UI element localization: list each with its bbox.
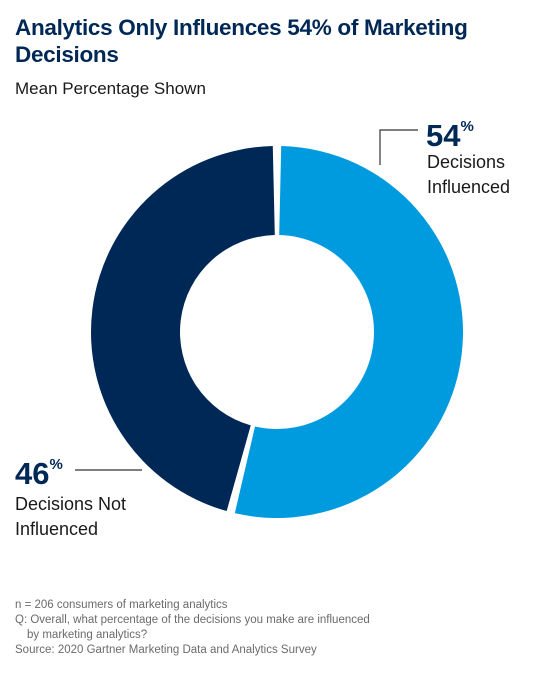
chart-subtitle: Mean Percentage Shown xyxy=(15,79,206,98)
donut-slice-not-influenced xyxy=(91,146,275,512)
leader-line-influenced xyxy=(379,129,418,165)
value-label-influenced: 54% xyxy=(426,118,474,153)
question-note-continued: by marketing analytics? xyxy=(27,629,148,641)
slice-label-influenced: Decisions Influenced xyxy=(427,152,511,197)
footnotes: n = 206 consumers of marketing analytics… xyxy=(15,598,545,658)
value-label-not-influenced: 46% xyxy=(15,456,63,491)
chart-title: Analytics Only Influences 54% of Marketi… xyxy=(15,15,468,67)
source-note: Source: 2020 Gartner Marketing Data and … xyxy=(15,644,317,656)
sample-size-note: n = 206 consumers of marketing analytics xyxy=(15,599,228,611)
question-note: Q: Overall, what percentage of the decis… xyxy=(15,614,370,626)
donut-slice-influenced xyxy=(234,146,463,518)
slice-label-not-influenced: Decisions Not Influenced xyxy=(15,494,127,539)
